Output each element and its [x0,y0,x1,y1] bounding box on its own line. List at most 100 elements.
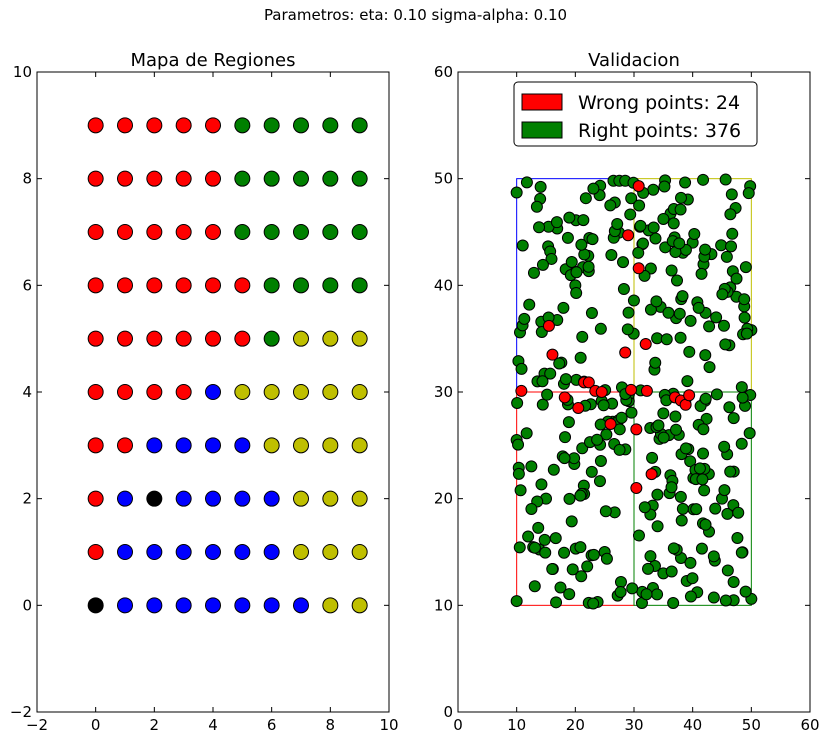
right-point [549,532,562,545]
right-point [634,219,647,232]
region-point-red [117,117,133,134]
validacion-xtick-label: 0 [453,716,463,734]
region-point-red [117,277,133,294]
region-point-red [234,330,251,347]
region-point-green [322,277,339,294]
right-point [710,388,723,401]
right-point [627,294,640,307]
region-point-red [87,170,104,187]
right-point [727,575,740,588]
region-point-blue [234,544,251,560]
regiones-ytick-label: 10 [13,63,32,81]
right-point [523,298,536,311]
right-point [674,331,687,344]
region-point-green [263,224,280,240]
wrong-point [558,391,571,404]
right-point [727,412,740,425]
right-point [695,542,708,555]
right-point [593,475,606,488]
right-point [577,214,590,227]
region-point-yellow [293,490,309,507]
region-point-red [175,224,192,240]
right-point [738,311,751,324]
region-point-green [351,170,368,187]
right-point [533,221,546,234]
right-point [547,463,560,476]
validacion-xtick-label: 50 [742,716,761,734]
right-point [614,585,627,598]
right-point [684,590,697,603]
regiones-xtick-label: 8 [326,716,336,734]
right-point [615,411,628,424]
region-point-blue [205,384,221,400]
axes-mapa-de-regiones: Mapa de Regiones −2 0 2 4 6 8 10 −2 0 2 4 6 8 10 [10,50,399,734]
right-point [718,440,731,453]
wrong-point [645,468,658,481]
axes-validacion: Validacion 0 10 20 30 40 50 60 0 10 20 30 40 50 60 Wron… [434,50,820,734]
region-point-red [205,170,221,187]
regiones-xtick-label: 6 [267,716,277,734]
validacion-ytick-label: 0 [443,703,453,721]
region-point-green [351,224,368,240]
right-point [667,596,680,609]
right-point [575,238,588,251]
right-point [703,320,716,333]
right-point [671,274,684,287]
right-point [522,530,535,543]
region-point-yellow [293,437,309,454]
region-point-blue [117,490,133,507]
region-point-blue [234,597,251,614]
regiones-xtick-label: 2 [150,716,160,734]
right-point [585,465,598,478]
right-point [651,588,664,601]
right-point [736,391,749,404]
right-point [697,423,710,436]
region-point-green [263,330,280,347]
right-point [698,484,711,497]
right-point [650,295,663,308]
right-point [692,301,705,314]
region-point-red [87,544,104,560]
region-point-yellow [293,384,309,400]
region-point-blue [175,437,192,454]
right-point [515,362,528,375]
right-point [559,373,572,386]
right-point [575,570,588,583]
right-point [536,258,549,271]
right-point [646,451,659,464]
region-point-yellow [322,330,339,347]
right-point [625,192,638,205]
right-point [738,293,751,306]
region-point-green [322,117,339,134]
regiones-xtick-label: 4 [208,716,218,734]
right-point [710,311,723,324]
wrong-point [619,346,632,359]
validacion-xtick-label: 10 [507,716,526,734]
right-point [735,437,748,450]
right-point [512,438,525,451]
right-point [617,283,630,296]
validacion-ytick-label: 30 [434,383,453,401]
region-point-yellow [263,437,280,454]
right-point [725,188,738,201]
wrong-point [632,180,645,193]
right-point [582,260,595,273]
region-point-yellow [263,384,280,400]
region-point-red [87,277,104,294]
region-point-red [146,117,163,134]
right-point [576,442,589,455]
right-point [558,546,571,559]
validacion-ytick-label: 40 [434,276,453,294]
region-point-red [175,384,192,400]
wrong-point [542,319,555,332]
right-point [530,200,543,213]
right-point [670,423,683,436]
region-point-yellow [351,597,368,614]
right-point [613,423,626,436]
right-point [594,418,607,431]
right-point [647,183,660,196]
regiones-xtick-label: −2 [26,716,48,734]
right-point [665,565,678,578]
